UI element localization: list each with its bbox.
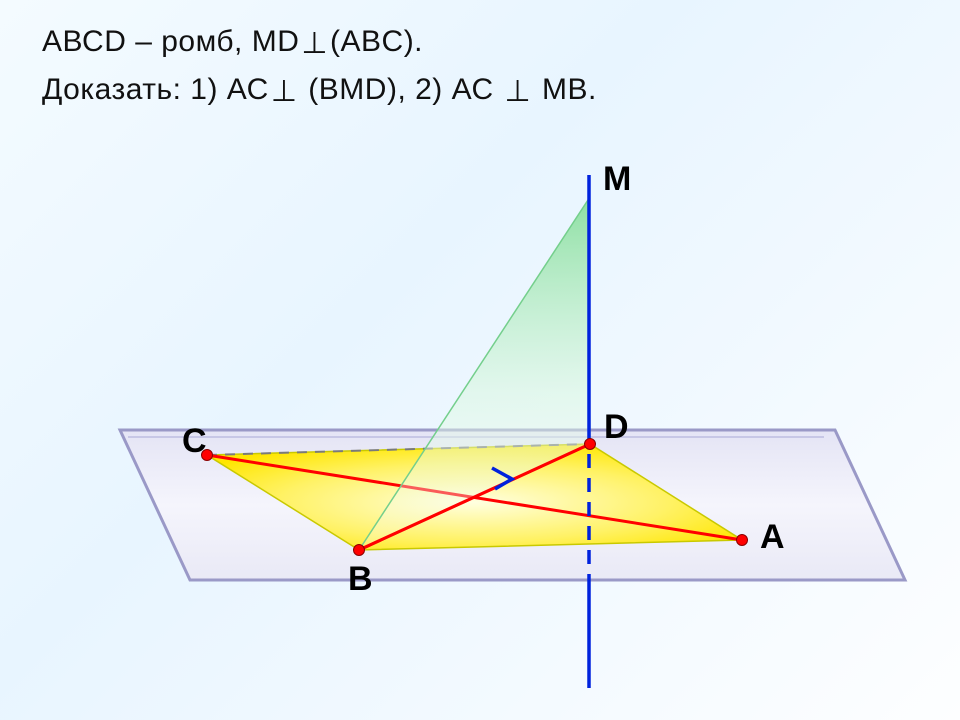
label-m: M	[603, 160, 631, 198]
label-a: A	[760, 518, 785, 556]
point-b	[354, 545, 365, 556]
label-c: C	[182, 422, 207, 460]
label-d: D	[604, 408, 629, 446]
label-b: B	[348, 560, 373, 598]
point-a	[737, 535, 748, 546]
geometry-diagram: M D C A B	[0, 0, 960, 720]
point-d	[585, 439, 596, 450]
